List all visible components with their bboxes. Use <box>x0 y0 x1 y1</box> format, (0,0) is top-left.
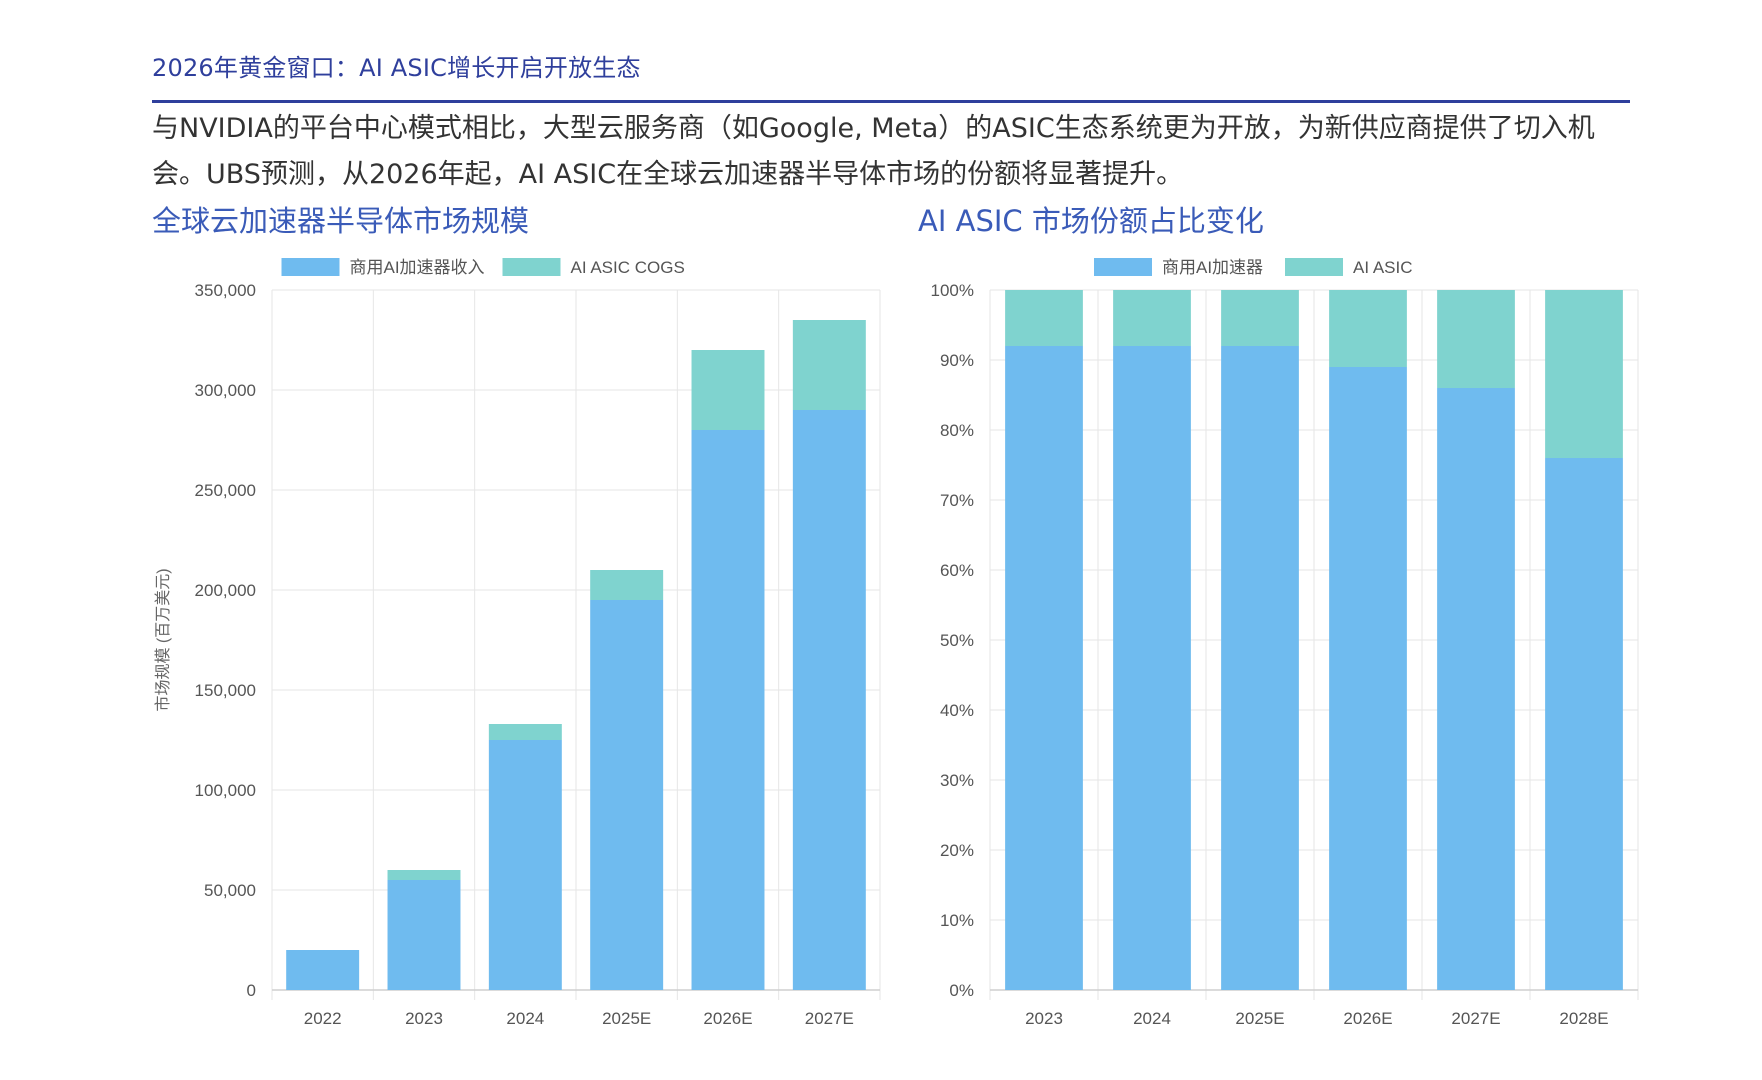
y-tick-label: 50% <box>940 631 974 650</box>
bar-primary <box>488 740 562 990</box>
bar-secondary <box>1005 290 1083 346</box>
y-tick-label: 50,000 <box>204 881 256 900</box>
intro-paragraph: 与NVIDIA的平台中心模式相比，大型云服务商（如Google, Meta）的A… <box>152 113 1595 190</box>
y-tick-label: 70% <box>940 491 974 510</box>
legend-label: 商用AI加速器收入 <box>350 258 485 277</box>
legend-swatch <box>281 258 340 276</box>
x-tick-label: 2023 <box>1025 1009 1063 1028</box>
y-tick-label: 60% <box>940 561 974 580</box>
bar-secondary <box>1437 290 1515 388</box>
bar-secondary <box>1221 290 1299 346</box>
bar-primary <box>1545 458 1623 990</box>
y-tick-label: 10% <box>940 911 974 930</box>
legend-swatch <box>1094 258 1152 276</box>
y-axis-label: 市场规模 (百万美元) <box>154 568 172 711</box>
x-tick-label: 2027E <box>1451 1009 1500 1028</box>
x-tick-label: 2027E <box>805 1009 854 1028</box>
x-tick-label: 2026E <box>1343 1009 1392 1028</box>
market-size-chart-title: 全球云加速器半导体市场规模 <box>152 204 530 238</box>
x-tick-label: 2024 <box>506 1009 544 1028</box>
y-tick-label: 20% <box>940 841 974 860</box>
y-tick-label: 90% <box>940 351 974 370</box>
y-tick-label: 200,000 <box>195 581 256 600</box>
bar-primary <box>691 430 765 990</box>
y-tick-label: 100% <box>931 281 974 300</box>
x-tick-label: 2022 <box>304 1009 342 1028</box>
bar-secondary <box>1545 290 1623 458</box>
y-tick-label: 80% <box>940 421 974 440</box>
asic-share-chart-title: AI ASIC 市场份额占比变化 <box>918 204 1264 238</box>
bar-secondary <box>387 870 461 880</box>
y-tick-label: 30% <box>940 771 974 790</box>
x-tick-label: 2025E <box>602 1009 651 1028</box>
x-tick-label: 2024 <box>1133 1009 1171 1028</box>
legend-swatch <box>502 258 561 276</box>
bar-primary <box>1113 346 1191 990</box>
bar-secondary <box>590 570 664 600</box>
bar-secondary <box>1113 290 1191 346</box>
bar-primary <box>1221 346 1299 990</box>
x-tick-label: 2023 <box>405 1009 443 1028</box>
bar-primary <box>286 950 360 990</box>
market-size-chart: 0 50,000 100,000 150,000 200,000 250,000 300,0… <box>154 258 881 1028</box>
legend-label: AI ASIC <box>1353 258 1413 277</box>
bar-primary <box>1005 346 1083 990</box>
y-tick-label: 300,000 <box>195 381 256 400</box>
y-tick-label: 0% <box>949 981 974 1000</box>
bar-secondary <box>792 320 866 410</box>
x-tick-label: 2026E <box>703 1009 752 1028</box>
y-tick-label: 40% <box>940 701 974 720</box>
bar-primary <box>1437 388 1515 990</box>
bar-primary <box>1329 367 1407 990</box>
y-tick-label: 250,000 <box>195 481 256 500</box>
y-tick-label: 350,000 <box>195 281 256 300</box>
y-tick-label: 0 <box>247 981 256 1000</box>
page-title: 2026年黄金窗口：AI ASIC增长开启开放生态 <box>152 54 641 82</box>
bar-primary <box>387 880 461 990</box>
bar-primary <box>792 410 866 990</box>
bar-secondary <box>691 350 765 430</box>
x-tick-label: 2028E <box>1559 1009 1608 1028</box>
legend-swatch <box>1285 258 1343 276</box>
x-tick-label: 2025E <box>1235 1009 1284 1028</box>
title-divider <box>152 100 1630 103</box>
bar-secondary <box>1329 290 1407 367</box>
y-tick-label: 150,000 <box>195 681 256 700</box>
legend-label: 商用AI加速器 <box>1162 258 1263 277</box>
legend-label: AI ASIC COGS <box>571 258 685 277</box>
bar-secondary <box>488 724 562 740</box>
bar-primary <box>590 600 664 990</box>
y-tick-label: 100,000 <box>195 781 256 800</box>
